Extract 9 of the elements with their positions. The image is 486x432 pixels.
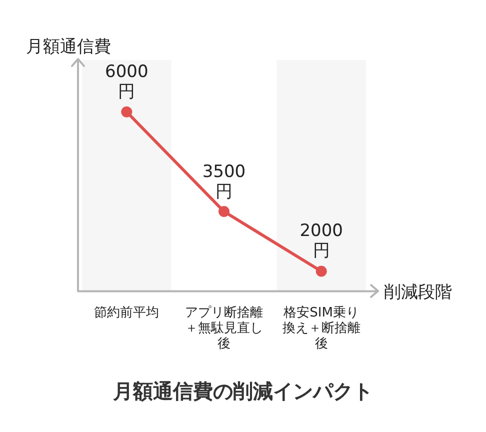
data-label: 6000円: [104, 62, 150, 102]
x-tick-label: 節約前平均: [94, 305, 160, 320]
x-tick-label: 格安SIM乗り換え＋断捨離後: [282, 304, 360, 352]
x-tick-label: アプリ断捨離＋無駄見直し後: [185, 305, 263, 352]
x-axis-title: 削減段階: [384, 282, 452, 303]
text: 月額通信費の削減インパクト: [112, 378, 374, 405]
data-label: 3500円: [201, 162, 247, 202]
y-axis-title: 月額通信費: [26, 36, 111, 57]
data-label: 2000円: [298, 221, 344, 262]
